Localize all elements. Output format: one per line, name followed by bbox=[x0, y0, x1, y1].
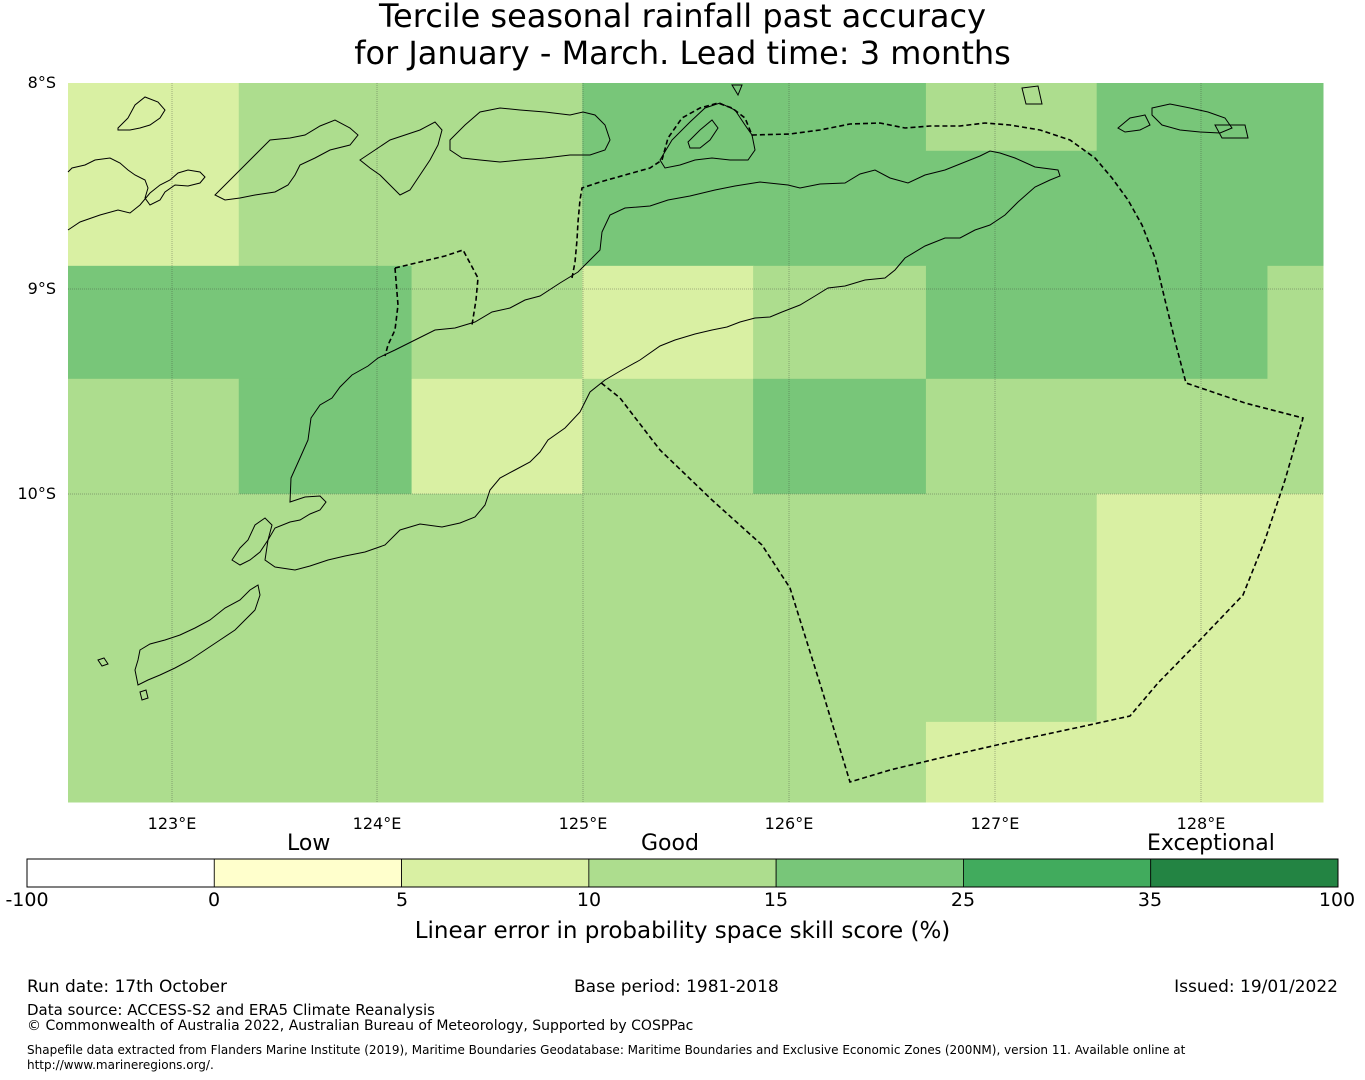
flores-coastline bbox=[67, 157, 206, 231]
data-source: Data source: ACCESS-S2 and ERA5 Climate … bbox=[27, 1001, 435, 1019]
colorbar-bin-1 bbox=[213, 858, 402, 888]
lon-label-128e: 128°E bbox=[1176, 814, 1226, 833]
run-date: Run date: 17th October bbox=[27, 977, 227, 997]
island-coastline-g bbox=[139, 689, 149, 701]
grid-cell-20 bbox=[925, 721, 1098, 803]
maritime-boundaries bbox=[384, 102, 1304, 783]
island-coastline-d bbox=[1214, 124, 1249, 139]
grid-cell-11 bbox=[1267, 265, 1324, 380]
map-title-line-2: for January - March. Lead time: 3 months bbox=[354, 34, 1011, 72]
colorbar-tick: 5 bbox=[395, 889, 409, 911]
sawu-coastline bbox=[134, 584, 261, 686]
colorbar-bin-4 bbox=[775, 858, 964, 888]
grid-cell-12 bbox=[68, 378, 240, 495]
island-coastline-c bbox=[1117, 114, 1151, 133]
grid-cell-10 bbox=[925, 265, 1268, 380]
colorbar-bin-5 bbox=[963, 858, 1152, 888]
lat-label-10s: 10°S bbox=[17, 484, 56, 503]
grid-cell-9 bbox=[753, 265, 927, 380]
colorbar-tick: 35 bbox=[1137, 889, 1163, 911]
eez-boundary-oecusse-west bbox=[384, 267, 399, 357]
island-coastline-a bbox=[117, 96, 166, 131]
grid-cell-21 bbox=[1096, 493, 1324, 803]
island-coastline-b bbox=[1151, 103, 1233, 134]
grid-cell-18 bbox=[68, 493, 927, 803]
grid-cell-19 bbox=[925, 493, 1098, 723]
base-period: Base period: 1981-2018 bbox=[574, 977, 779, 997]
category-low: Low bbox=[287, 831, 331, 856]
category-exceptional: Exceptional bbox=[1147, 831, 1275, 856]
colorbar-bin-2 bbox=[401, 858, 590, 888]
grid-cell-2 bbox=[582, 83, 927, 267]
colorbar-tick: -100 bbox=[5, 889, 49, 911]
lat-label-9s: 9°S bbox=[27, 279, 56, 298]
colorbar-tick: 25 bbox=[950, 889, 976, 911]
lembata-coastline bbox=[359, 121, 443, 196]
colorbar-tick: 100 bbox=[1318, 889, 1356, 911]
rote-coastline bbox=[231, 517, 273, 566]
wetar-coastline bbox=[659, 102, 756, 169]
lat-label-8s: 8°S bbox=[27, 73, 56, 92]
lon-label-124e: 124°E bbox=[352, 814, 402, 833]
colorbar-bin-3 bbox=[588, 858, 777, 888]
grid-cell-16 bbox=[753, 378, 927, 495]
grid-cell-13 bbox=[238, 378, 413, 495]
skill-grid bbox=[68, 83, 1324, 803]
grid-cell-1 bbox=[238, 83, 583, 267]
colorbar-bin-6 bbox=[1150, 858, 1339, 888]
alor-coastline bbox=[449, 107, 611, 163]
colorbar-tick: 10 bbox=[576, 889, 602, 911]
island-coastline-f bbox=[97, 657, 109, 667]
lon-label-125e: 125°E bbox=[558, 814, 608, 833]
colorbar-tick: 15 bbox=[763, 889, 789, 911]
coastlines bbox=[67, 84, 1249, 701]
timor-coastline bbox=[264, 150, 1061, 571]
colorbar-bin-0 bbox=[26, 858, 215, 888]
copyright: © Commonwealth of Australia 2022, Austra… bbox=[27, 1018, 694, 1034]
grid-cell-8 bbox=[582, 265, 754, 380]
issued-date: Issued: 19/01/2022 bbox=[1174, 977, 1338, 997]
grid-cell-15 bbox=[582, 378, 754, 495]
grid-cell-0 bbox=[68, 83, 240, 267]
grid-cell-6 bbox=[68, 265, 413, 380]
grid-cell-14 bbox=[411, 378, 583, 495]
eez-boundary-oecusse bbox=[394, 249, 479, 326]
colorbar-tick: 0 bbox=[207, 889, 221, 911]
grid-cell-7 bbox=[411, 265, 583, 380]
shapefile-credit: Shapefile data extracted from Flanders M… bbox=[27, 1043, 1186, 1072]
category-good: Good bbox=[641, 831, 699, 856]
lon-label-123e: 123°E bbox=[147, 814, 197, 833]
island-coastline-h bbox=[731, 84, 743, 97]
colorbar-title: Linear error in probability space skill … bbox=[414, 918, 951, 944]
lon-label-126e: 126°E bbox=[764, 814, 814, 833]
colorbar bbox=[26, 858, 1339, 888]
map-title-line-1: Tercile seasonal rainfall past accuracy bbox=[378, 0, 987, 35]
solor-coastline bbox=[214, 119, 359, 201]
eez-boundary-north bbox=[571, 102, 1304, 783]
colorbar-frame bbox=[26, 858, 1339, 888]
island-coastline-e bbox=[1021, 85, 1043, 105]
lon-label-127e: 127°E bbox=[970, 814, 1020, 833]
grid-cell-17 bbox=[925, 378, 1324, 495]
atauro-coastline bbox=[687, 119, 719, 149]
grid-cell-5 bbox=[1096, 83, 1324, 267]
